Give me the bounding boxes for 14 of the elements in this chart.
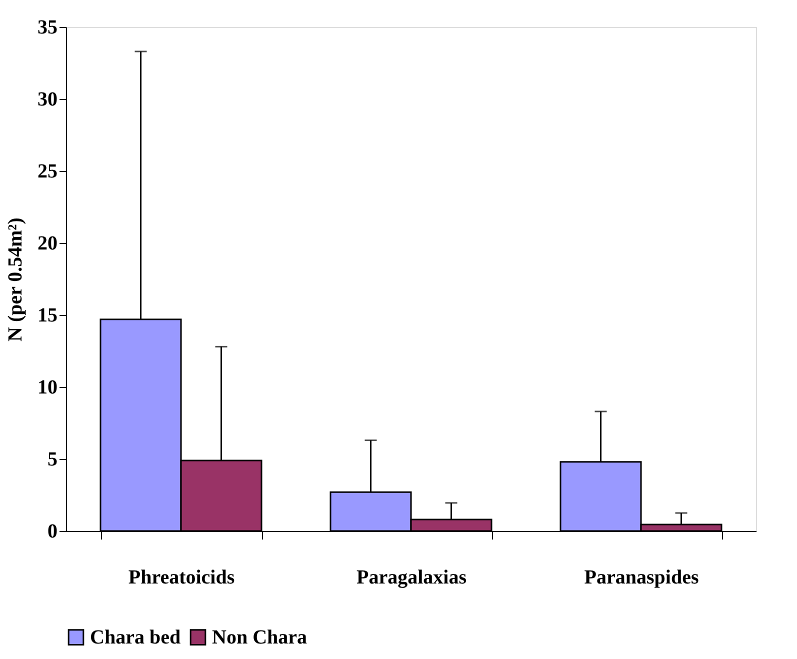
y-tick-label: 5: [48, 448, 58, 470]
y-tick-label: 0: [48, 520, 58, 542]
y-axis-title: N (per 0.54m²): [4, 218, 26, 342]
y-tick-label: 25: [38, 160, 58, 182]
y-tick-label: 15: [38, 304, 58, 326]
legend-label: Chara bed: [90, 626, 181, 648]
x-tick-label: Paranaspides: [584, 566, 699, 588]
y-tick-label: 35: [38, 16, 58, 38]
y-tick-label: 10: [38, 376, 58, 398]
x-tick-label: Paragalaxias: [356, 566, 467, 588]
legend-label: Non Chara: [212, 626, 308, 648]
y-tick-label: 20: [38, 232, 58, 254]
x-tick-label: Phreatoicids: [128, 566, 235, 588]
y-tick-label: 30: [38, 88, 58, 110]
